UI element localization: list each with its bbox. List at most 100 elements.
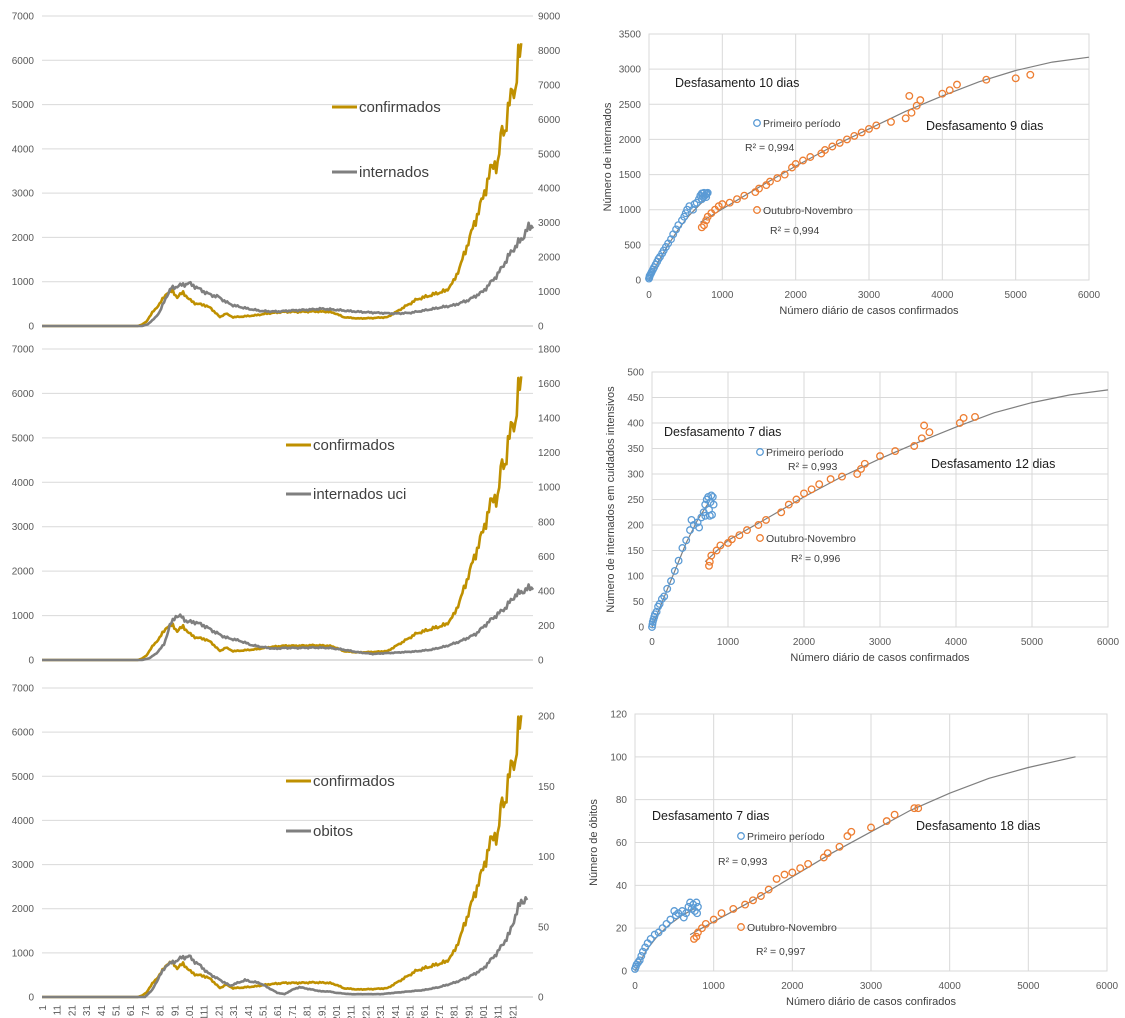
y-right-tick-label: 800 [538, 517, 555, 528]
y-right-tick-label: 50 [538, 922, 550, 933]
scatter-point [743, 526, 751, 535]
scatter-point [670, 566, 679, 575]
y-tick-label: 20 [616, 924, 628, 935]
y-right-tick-label: 1200 [538, 448, 561, 459]
x-tick-label: 141 [244, 1005, 255, 1018]
x-tick-label: 1000 [711, 290, 734, 301]
scatter-point [764, 885, 773, 894]
y-tick-label: 40 [616, 881, 628, 892]
scatter-point [674, 221, 683, 230]
scatter-point [754, 521, 763, 529]
y-left-tick-label: 6000 [12, 56, 35, 67]
scatter-point [867, 823, 875, 832]
y-left-tick-label: 3000 [12, 189, 35, 200]
x-tick-label: 311 [494, 1005, 505, 1018]
scatter-point [652, 607, 661, 616]
series-line-internados-uci [42, 583, 535, 662]
scatter-point [701, 511, 710, 520]
r-squared-label: R² = 0,993 [718, 856, 767, 868]
scatter-point [695, 523, 704, 532]
x-tick-label: 211 [347, 1005, 358, 1018]
scatter-point [725, 198, 734, 207]
x-tick-label: 131 [229, 1005, 240, 1018]
x-tick-label: 271 [435, 1005, 446, 1018]
y-tick-label: 0 [635, 276, 641, 287]
x-axis-title: Número diário de casos confirados [786, 996, 956, 1008]
x-tick-label: 4000 [945, 637, 968, 648]
x-tick-label: 251 [406, 1005, 417, 1018]
y-tick-label: 2500 [619, 100, 642, 111]
scatter-point [693, 518, 702, 527]
scatter-point [693, 928, 702, 937]
y-tick-label: 350 [627, 444, 644, 455]
x-tick-label: 2000 [781, 981, 804, 992]
scatter-point [662, 919, 671, 928]
scatter-point [806, 153, 815, 161]
x-tick-label: 0 [632, 981, 638, 992]
y-tick-label: 1000 [619, 205, 642, 216]
scatter-point [658, 924, 667, 933]
scatter-point [709, 915, 718, 924]
scatter-point [882, 817, 891, 826]
scatter-point [953, 80, 961, 89]
y-tick-label: 80 [616, 795, 628, 806]
y-tick-label: 400 [627, 419, 644, 430]
scatter-point [690, 934, 698, 943]
y-right-tick-label: 0 [538, 656, 544, 667]
scatter-point [872, 121, 881, 130]
y-tick-label: 3500 [619, 30, 642, 41]
x-tick-label: 31 [82, 1005, 93, 1017]
x-tick-label: 6000 [1097, 637, 1120, 648]
y-right-tick-label: 1400 [538, 414, 561, 425]
y-axis-title: Número de internados [602, 102, 614, 211]
x-tick-label: 321 [508, 1005, 519, 1018]
y-left-tick-label: 2000 [12, 904, 35, 915]
y-left-tick-label: 7000 [12, 12, 35, 23]
lag-annotation: Desfasamento 10 dias [675, 76, 799, 90]
y-right-tick-label: 200 [538, 712, 555, 723]
line-chart-internados-uci: 0 1000 2000 3000 4000 5000 6000 7000 0 200 400 600 8… [12, 345, 561, 667]
scatter-point [654, 928, 663, 937]
scatter-point [907, 108, 916, 117]
x-tick-label: 91 [170, 1005, 181, 1017]
y-tick-label: 150 [627, 546, 644, 557]
y-right-tick-label: 5000 [538, 149, 561, 160]
lag-annotation: Desfasamento 9 dias [926, 119, 1043, 133]
scatter-point [800, 489, 808, 498]
legend-marker [756, 448, 764, 456]
scatter-chart-internados: 0 500 1000 1500 2000 2500 3000 3500 0 1000 2000 300… [602, 30, 1101, 318]
scatter-point [843, 135, 851, 144]
y-left-tick-label: 5000 [12, 772, 35, 783]
y-tick-label: 100 [627, 572, 644, 583]
scatter-point [777, 508, 786, 517]
y-right-tick-label: 6000 [538, 115, 561, 126]
scatter-point [826, 475, 835, 484]
y-left-tick-label: 0 [28, 993, 34, 1004]
scatter-point [707, 551, 716, 560]
legend-label: Outubro-Novembro [747, 922, 837, 934]
scatter-point [891, 447, 900, 456]
x-tick-label: 221 [361, 1005, 372, 1018]
y-tick-label: 120 [610, 710, 627, 721]
y-right-tick-label: 1800 [538, 345, 561, 356]
scatter-point [890, 810, 899, 819]
plot-area-border [648, 33, 1090, 281]
y-left-tick-label: 0 [28, 322, 34, 333]
y-tick-label: 0 [621, 967, 627, 978]
x-tick-label: 281 [450, 1005, 461, 1018]
scatter-point [681, 209, 690, 218]
x-tick-label: 201 [332, 1005, 343, 1018]
scatter-point [905, 91, 914, 100]
scatter-point [791, 160, 800, 168]
scatter-point [717, 909, 726, 918]
scatter-point [660, 592, 669, 601]
scatter-point [729, 904, 738, 913]
y-tick-label: 50 [633, 597, 645, 608]
series-line-confirmados [42, 715, 523, 999]
y-right-tick-label: 1600 [538, 379, 561, 390]
y-tick-label: 500 [624, 240, 641, 251]
y-left-tick-label: 5000 [12, 433, 35, 444]
y-left-tick-label: 6000 [12, 389, 35, 400]
